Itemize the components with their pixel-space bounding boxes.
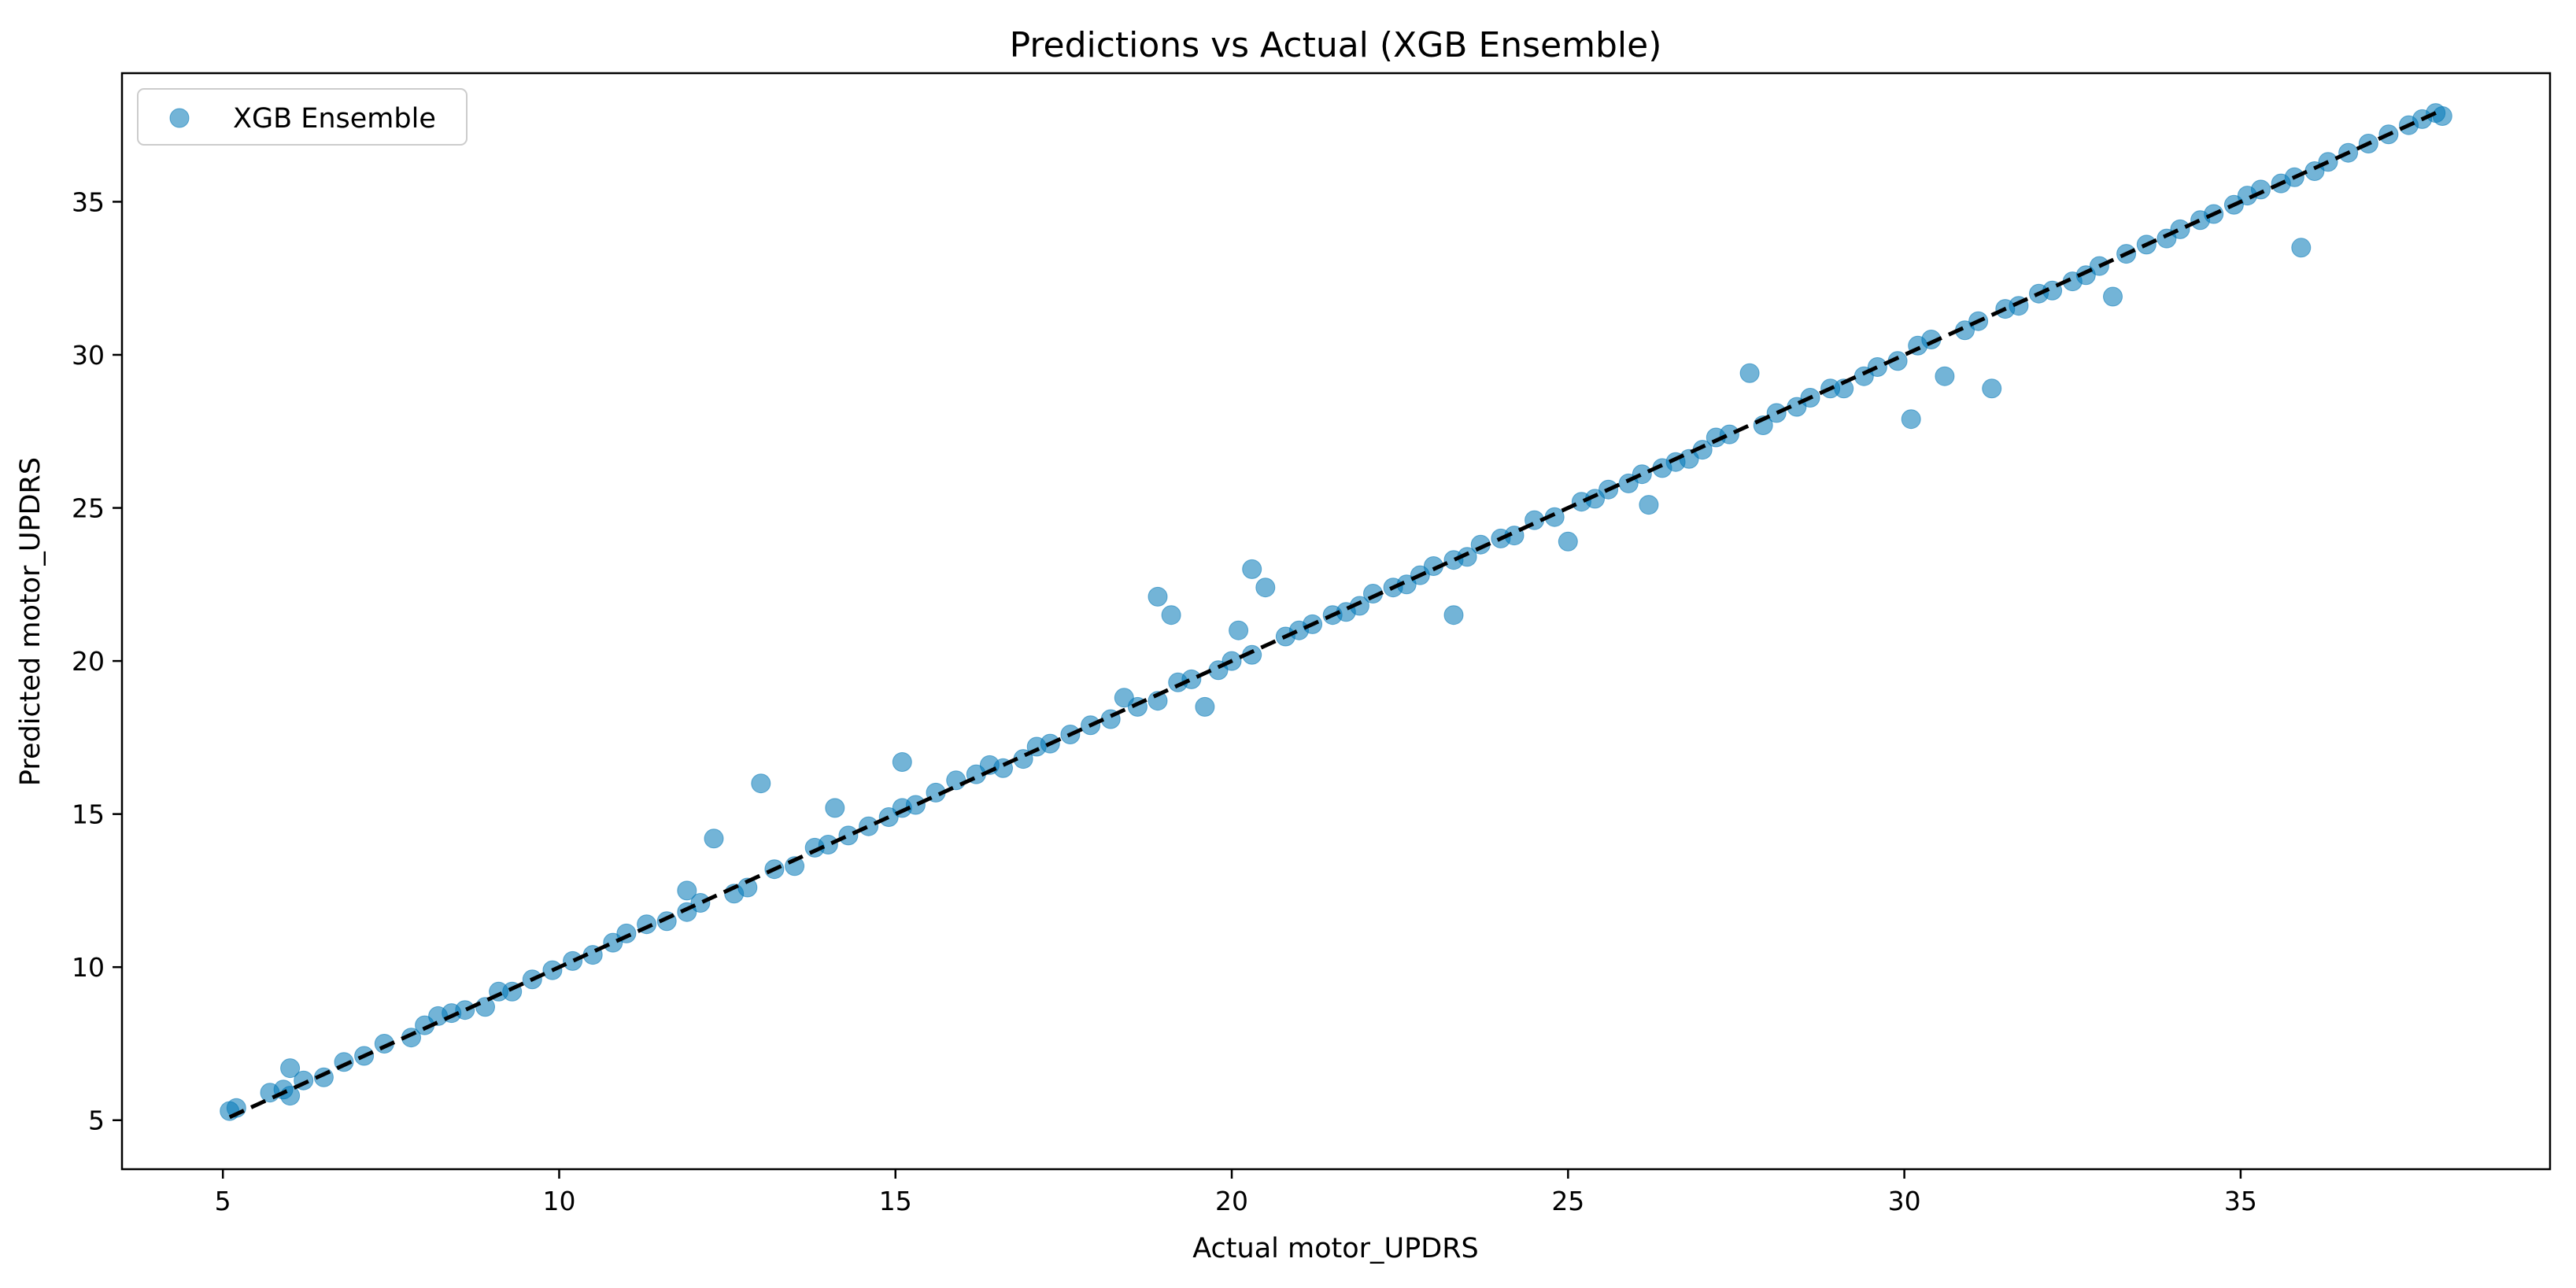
scatter-point (690, 893, 711, 913)
scatter-point (946, 770, 966, 791)
scatter-point (1443, 605, 1464, 626)
y-tick-label: 25 (72, 493, 105, 524)
scatter-point (1639, 495, 1659, 515)
x-tick-label: 15 (879, 1186, 912, 1216)
chart-title: Predictions vs Actual (XGB Ensemble) (1010, 25, 1662, 65)
scatter-point (704, 829, 724, 849)
scatter-point (2170, 219, 2190, 239)
x-tick-label: 30 (1888, 1186, 1921, 1216)
scatter-point (1181, 669, 1202, 689)
x-axis-label: Actual motor_UPDRS (1192, 1233, 1479, 1264)
scatter-point (892, 752, 912, 772)
y-axis-ticks: 5 10 15 20 25 30 35 (72, 186, 122, 1136)
scatter-point (280, 1086, 301, 1106)
x-tick-label: 10 (542, 1186, 575, 1216)
scatter-point (1901, 409, 1921, 430)
scatter-point (1148, 586, 1168, 607)
scatter-point (1935, 366, 1955, 386)
scatter-point (563, 950, 583, 971)
scatter-point (905, 795, 926, 815)
y-tick-label: 20 (72, 646, 105, 677)
plot-area (220, 103, 2452, 1121)
y-tick-label: 30 (72, 340, 105, 371)
scatter-point (280, 1058, 301, 1079)
plot-frame (120, 72, 2552, 1171)
scatter-point (677, 880, 697, 901)
scatter-point (2432, 106, 2452, 126)
scatter-point (1982, 378, 2002, 399)
y-tick-label: 35 (72, 186, 105, 217)
x-axis-ticks: 5 10 15 20 25 30 35 (215, 1169, 2257, 1216)
x-tick-label: 5 (215, 1186, 231, 1216)
scatter-point (2291, 238, 2312, 258)
scatter-point (838, 825, 859, 846)
y-tick-label: 15 (72, 799, 105, 830)
legend: XGB Ensemble (137, 88, 468, 146)
scatter-point (751, 773, 771, 794)
scatter-point (1719, 424, 1739, 445)
scatter-point (1867, 357, 1887, 377)
scatter-point (455, 1000, 475, 1020)
y-tick-label: 10 (72, 952, 105, 983)
scatter-point (1148, 691, 1168, 711)
scatter-point (818, 835, 838, 854)
legend-box (137, 88, 468, 146)
x-tick-label: 25 (1551, 1186, 1584, 1216)
scatter-point (1229, 620, 1249, 640)
scatter-point (825, 798, 845, 818)
x-tick-label: 20 (1215, 1186, 1248, 1216)
scatter-point (1766, 403, 1787, 423)
scatter-point (1242, 559, 1262, 579)
reference-diagonal-line (228, 108, 2444, 1120)
scatter-point (1739, 363, 1760, 383)
scatter-point (475, 997, 495, 1017)
y-tick-label: 5 (88, 1105, 105, 1136)
scatter-point (1558, 531, 1578, 552)
scatter-point (859, 816, 879, 836)
scatter-point (1161, 605, 1181, 626)
scatter-point (1255, 578, 1276, 598)
scatter-point (1195, 696, 1215, 717)
scatter-point (1632, 464, 1652, 485)
legend-label-xgb-ensemble: XGB Ensemble (233, 103, 436, 135)
y-axis-label: Predicted motor_UPDRS (15, 457, 46, 786)
legend-marker-xgb-ensemble (169, 108, 190, 128)
x-tick-label: 35 (2224, 1186, 2257, 1216)
scatter-point (2103, 286, 2123, 307)
